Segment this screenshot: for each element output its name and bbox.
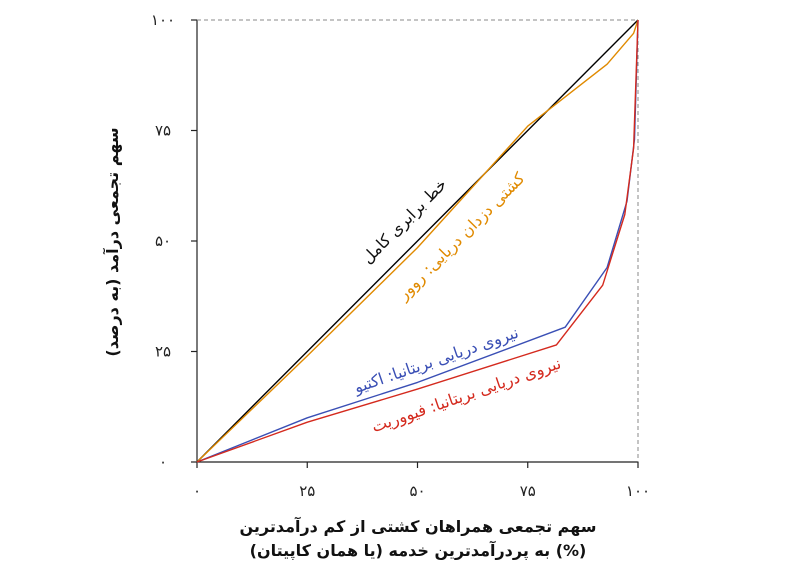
series-label-rover: کشتی دزدان دریایی: روور xyxy=(393,168,530,305)
x-tick-label: ۵۰ xyxy=(409,482,425,500)
x-tick-label: ۷۵ xyxy=(520,482,536,500)
y-tick-label: ۱۰۰ xyxy=(151,11,175,29)
series-lines xyxy=(196,19,639,463)
x-tick-label: ۱۰۰ xyxy=(626,482,650,500)
series-line-equality xyxy=(196,19,639,463)
x-tick-label: ۰ xyxy=(193,482,201,500)
series-line-rover xyxy=(196,19,639,463)
y-tick-label: ۲۵ xyxy=(155,343,171,361)
x-tick-label: ۲۵ xyxy=(299,482,315,500)
y-tick-label: ۰ xyxy=(159,453,167,471)
x-axis-title-line2: به پردرآمدترین خدمه (یا همان کاپیتان) (%… xyxy=(250,540,587,561)
axis-ticks: ۰ ۲۵ ۵۰ ۷۵ ۱۰۰ ۰ ۲۵ ۵۰ ۷۵ ۱۰۰ xyxy=(151,11,650,500)
y-axis-title: سهم تجمعی درآمد (به درصد) xyxy=(102,127,122,356)
y-tick-label: ۷۵ xyxy=(155,122,171,140)
x-axis-title-line1: سهم تجمعی همراهان کشتی از کم درآمدترین xyxy=(239,516,596,536)
series-line-favourite xyxy=(196,19,639,463)
y-tick-label: ۵۰ xyxy=(155,232,171,250)
